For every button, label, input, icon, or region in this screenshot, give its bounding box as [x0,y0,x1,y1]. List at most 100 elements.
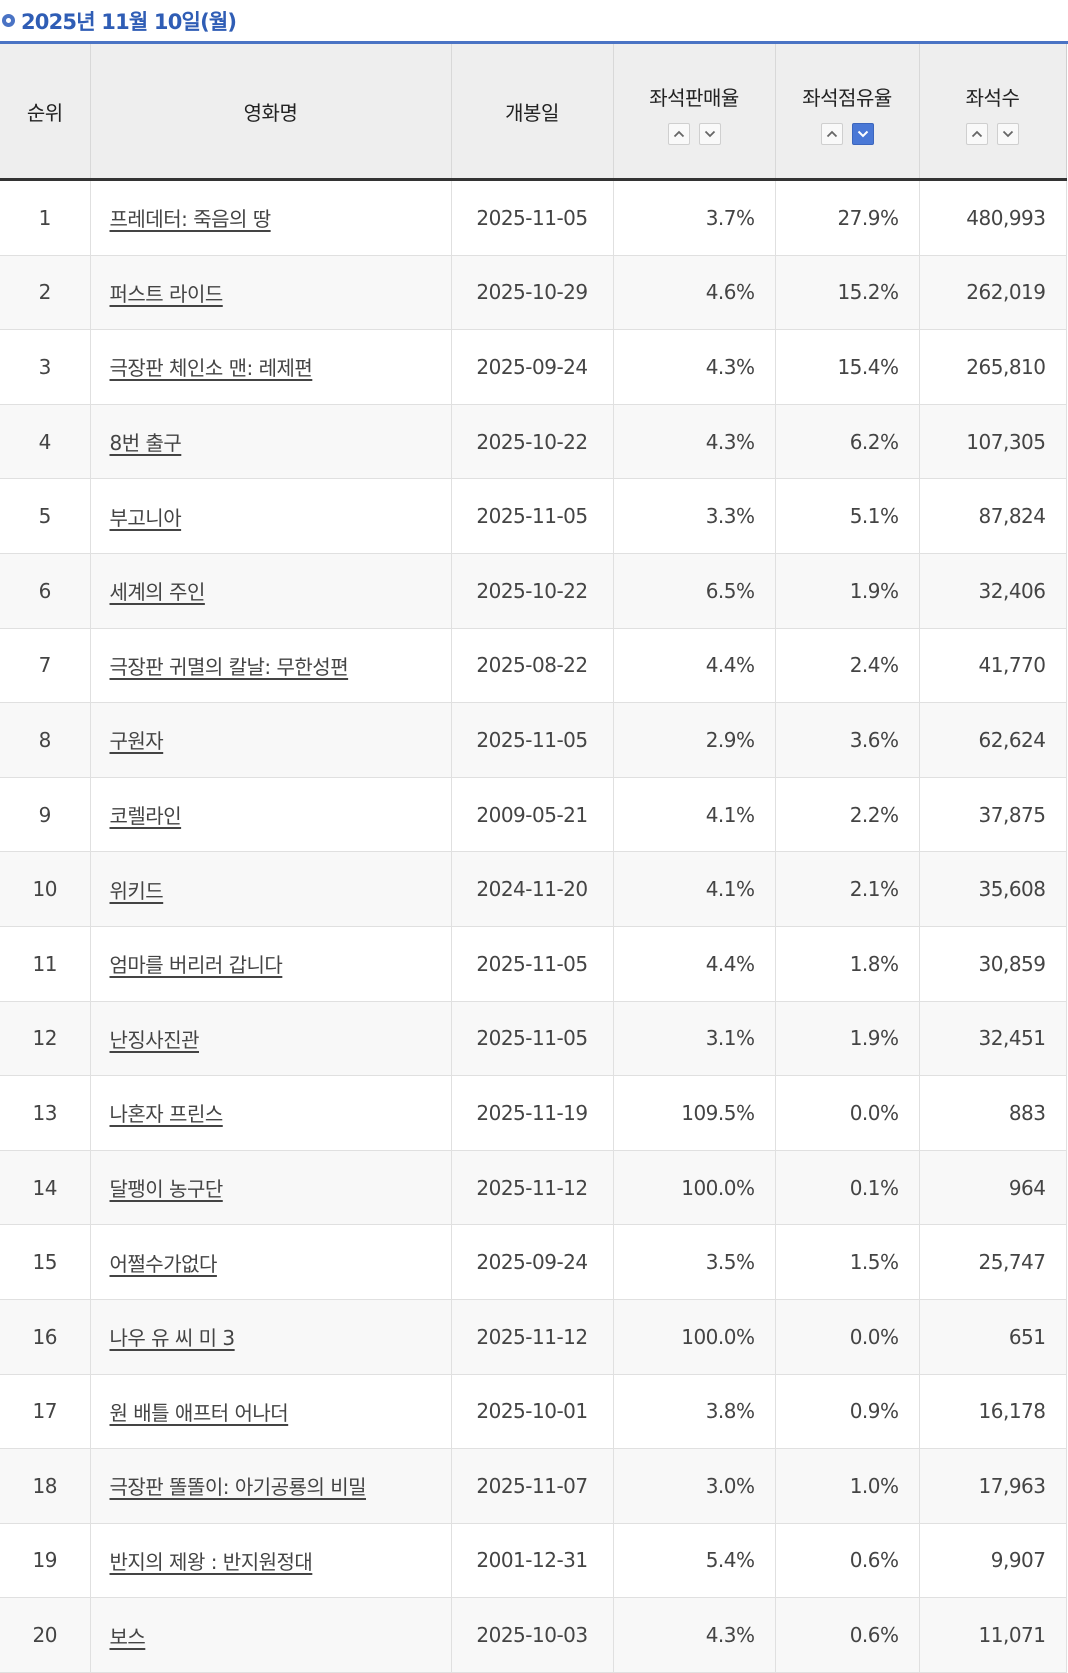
table-body: 1 프레데터: 죽음의 땅 2025-11-05 3.7% 27.9% 480,993 2 퍼… [0,179,1067,1673]
cell-seats: 262,019 [919,255,1067,331]
movie-title-link[interactable]: 8번 출구 [109,431,182,456]
cell-release-date: 2025-08-22 [451,628,614,704]
sort-asc-seat-share-button[interactable] [820,122,843,145]
cell-release-date: 2025-10-22 [451,553,614,629]
cell-seats: 964 [919,1150,1067,1226]
chevron-down-icon [857,130,868,137]
chevron-up-icon [826,130,837,137]
movie-title-link[interactable]: 극장판 귀멸의 칼날: 무한성편 [109,654,349,679]
table-row: 14 달팽이 농구단 2025-11-12 100.0% 0.1% 964 [0,1150,1067,1226]
movie-title-link[interactable]: 달팽이 농구단 [109,1177,224,1202]
cell-rank: 20 [0,1597,91,1673]
sort-asc-seat-sales-rate-button[interactable] [667,122,690,145]
table-row: 1 프레데터: 죽음의 땅 2025-11-05 3.7% 27.9% 480,993 [0,179,1067,256]
movie-title-link[interactable]: 보스 [109,1624,146,1649]
column-label-release-date: 개봉일 [505,100,559,125]
movie-title-link[interactable]: 부고니아 [109,505,182,530]
column-header-seat-share: 좌석점유율 [775,44,920,181]
cell-seats: 32,406 [919,553,1067,629]
cell-seat-share: 27.9% [775,179,920,256]
sort-asc-seats-button[interactable] [966,122,988,145]
cell-seat-share: 1.0% [775,1448,920,1524]
cell-rank: 3 [0,329,91,405]
date-title: 2025년 11월 10일(월) [21,9,237,34]
cell-seat-share: 0.0% [775,1075,920,1151]
movie-title-link[interactable]: 어쩔수가없다 [109,1251,218,1276]
cell-seat-sales-rate: 4.4% [613,926,776,1002]
cell-title: 원 배틀 애프터 어나더 [90,1374,452,1450]
movie-title-link[interactable]: 나혼자 프린스 [109,1102,224,1127]
cell-seats: 16,178 [919,1374,1067,1450]
cell-rank: 4 [0,404,91,480]
movie-title-link[interactable]: 위키드 [109,878,164,903]
movie-title-link[interactable]: 프레데터: 죽음의 땅 [109,207,272,232]
cell-seat-share: 0.1% [775,1150,920,1226]
table-row: 20 보스 2025-10-03 4.3% 0.6% 11,071 [0,1597,1067,1673]
cell-rank: 1 [0,179,91,256]
column-label-rank: 순위 [26,100,63,125]
cell-seat-share: 2.2% [775,777,920,853]
column-header-rank: 순위 [0,44,91,181]
table-row: 5 부고니아 2025-11-05 3.3% 5.1% 87,824 [0,478,1067,554]
movie-title-link[interactable]: 극장판 똘똘이: 아기공룡의 비밀 [109,1475,367,1500]
cell-seat-sales-rate: 2.9% [613,702,776,778]
cell-seat-sales-rate: 4.3% [613,329,776,405]
movie-title-link[interactable]: 나우 유 씨 미 3 [109,1326,236,1351]
cell-title: 달팽이 농구단 [90,1150,452,1226]
cell-seats: 30,859 [919,926,1067,1002]
movie-title-link[interactable]: 퍼스트 라이드 [109,281,224,306]
movie-title-link[interactable]: 반지의 제왕 : 반지원정대 [109,1549,313,1574]
column-header-title: 영화명 [90,44,452,181]
column-label-seat-share: 좌석점유율 [802,85,892,110]
cell-seat-sales-rate: 6.5% [613,553,776,629]
cell-release-date: 2025-10-22 [451,404,614,480]
table-row: 19 반지의 제왕 : 반지원정대 2001-12-31 5.4% 0.6% 9,907 [0,1523,1067,1599]
cell-seat-sales-rate: 3.0% [613,1448,776,1524]
cell-release-date: 2025-11-19 [451,1075,614,1151]
movie-title-link[interactable]: 난징사진관 [109,1027,200,1052]
cell-release-date: 2025-09-24 [451,1224,614,1300]
sort-controls-seats [920,122,1066,145]
cell-title: 어쩔수가없다 [90,1224,452,1300]
table-header-row: 순위 영화명 개봉일 좌석판매율 좌석점유율 [0,44,1067,181]
cell-seat-share: 15.4% [775,329,920,405]
cell-title: 극장판 귀멸의 칼날: 무한성편 [90,628,452,704]
cell-rank: 6 [0,553,91,629]
chevron-down-icon [1002,130,1014,137]
table-row: 15 어쩔수가없다 2025-09-24 3.5% 1.5% 25,747 [0,1224,1067,1300]
cell-seat-share: 0.6% [775,1597,920,1673]
cell-seats: 107,305 [919,404,1067,480]
cell-title: 세계의 주인 [90,553,452,629]
cell-rank: 10 [0,851,91,927]
cell-seat-share: 3.6% [775,702,920,778]
cell-seat-share: 5.1% [775,478,920,554]
cell-rank: 12 [0,1001,91,1077]
cell-seats: 883 [919,1075,1067,1151]
cell-seat-sales-rate: 3.8% [613,1374,776,1450]
cell-title: 부고니아 [90,478,452,554]
sort-desc-seat-share-button[interactable] [851,122,874,145]
movie-title-link[interactable]: 구원자 [109,729,164,754]
cell-release-date: 2025-11-05 [451,702,614,778]
cell-title: 프레데터: 죽음의 땅 [90,179,452,256]
movie-title-link[interactable]: 세계의 주인 [109,580,206,605]
table-row: 18 극장판 똘똘이: 아기공룡의 비밀 2025-11-07 3.0% 1.0% 17,… [0,1448,1067,1524]
cell-release-date: 2025-11-12 [451,1150,614,1226]
movie-title-link[interactable]: 원 배틀 애프터 어나더 [109,1400,289,1425]
cell-release-date: 2025-11-07 [451,1448,614,1524]
sort-desc-seats-button[interactable] [997,122,1019,145]
cell-seats: 17,963 [919,1448,1067,1524]
table-row: 16 나우 유 씨 미 3 2025-11-12 100.0% 0.0% 651 [0,1299,1067,1375]
cell-seat-sales-rate: 100.0% [613,1150,776,1226]
cell-seat-sales-rate: 100.0% [613,1299,776,1375]
cell-seat-share: 1.5% [775,1224,920,1300]
movie-title-link[interactable]: 극장판 체인소 맨: 레제편 [109,356,313,381]
cell-seats: 35,608 [919,851,1067,927]
movie-title-link[interactable]: 엄마를 버리러 갑니다 [109,953,283,978]
movie-title-link[interactable]: 코렐라인 [109,804,182,829]
cell-seat-sales-rate: 4.3% [613,1597,776,1673]
column-label-seats: 좌석수 [965,85,1020,110]
sort-desc-seat-sales-rate-button[interactable] [698,122,721,145]
cell-seat-sales-rate: 109.5% [613,1075,776,1151]
cell-seat-share: 1.9% [775,553,920,629]
